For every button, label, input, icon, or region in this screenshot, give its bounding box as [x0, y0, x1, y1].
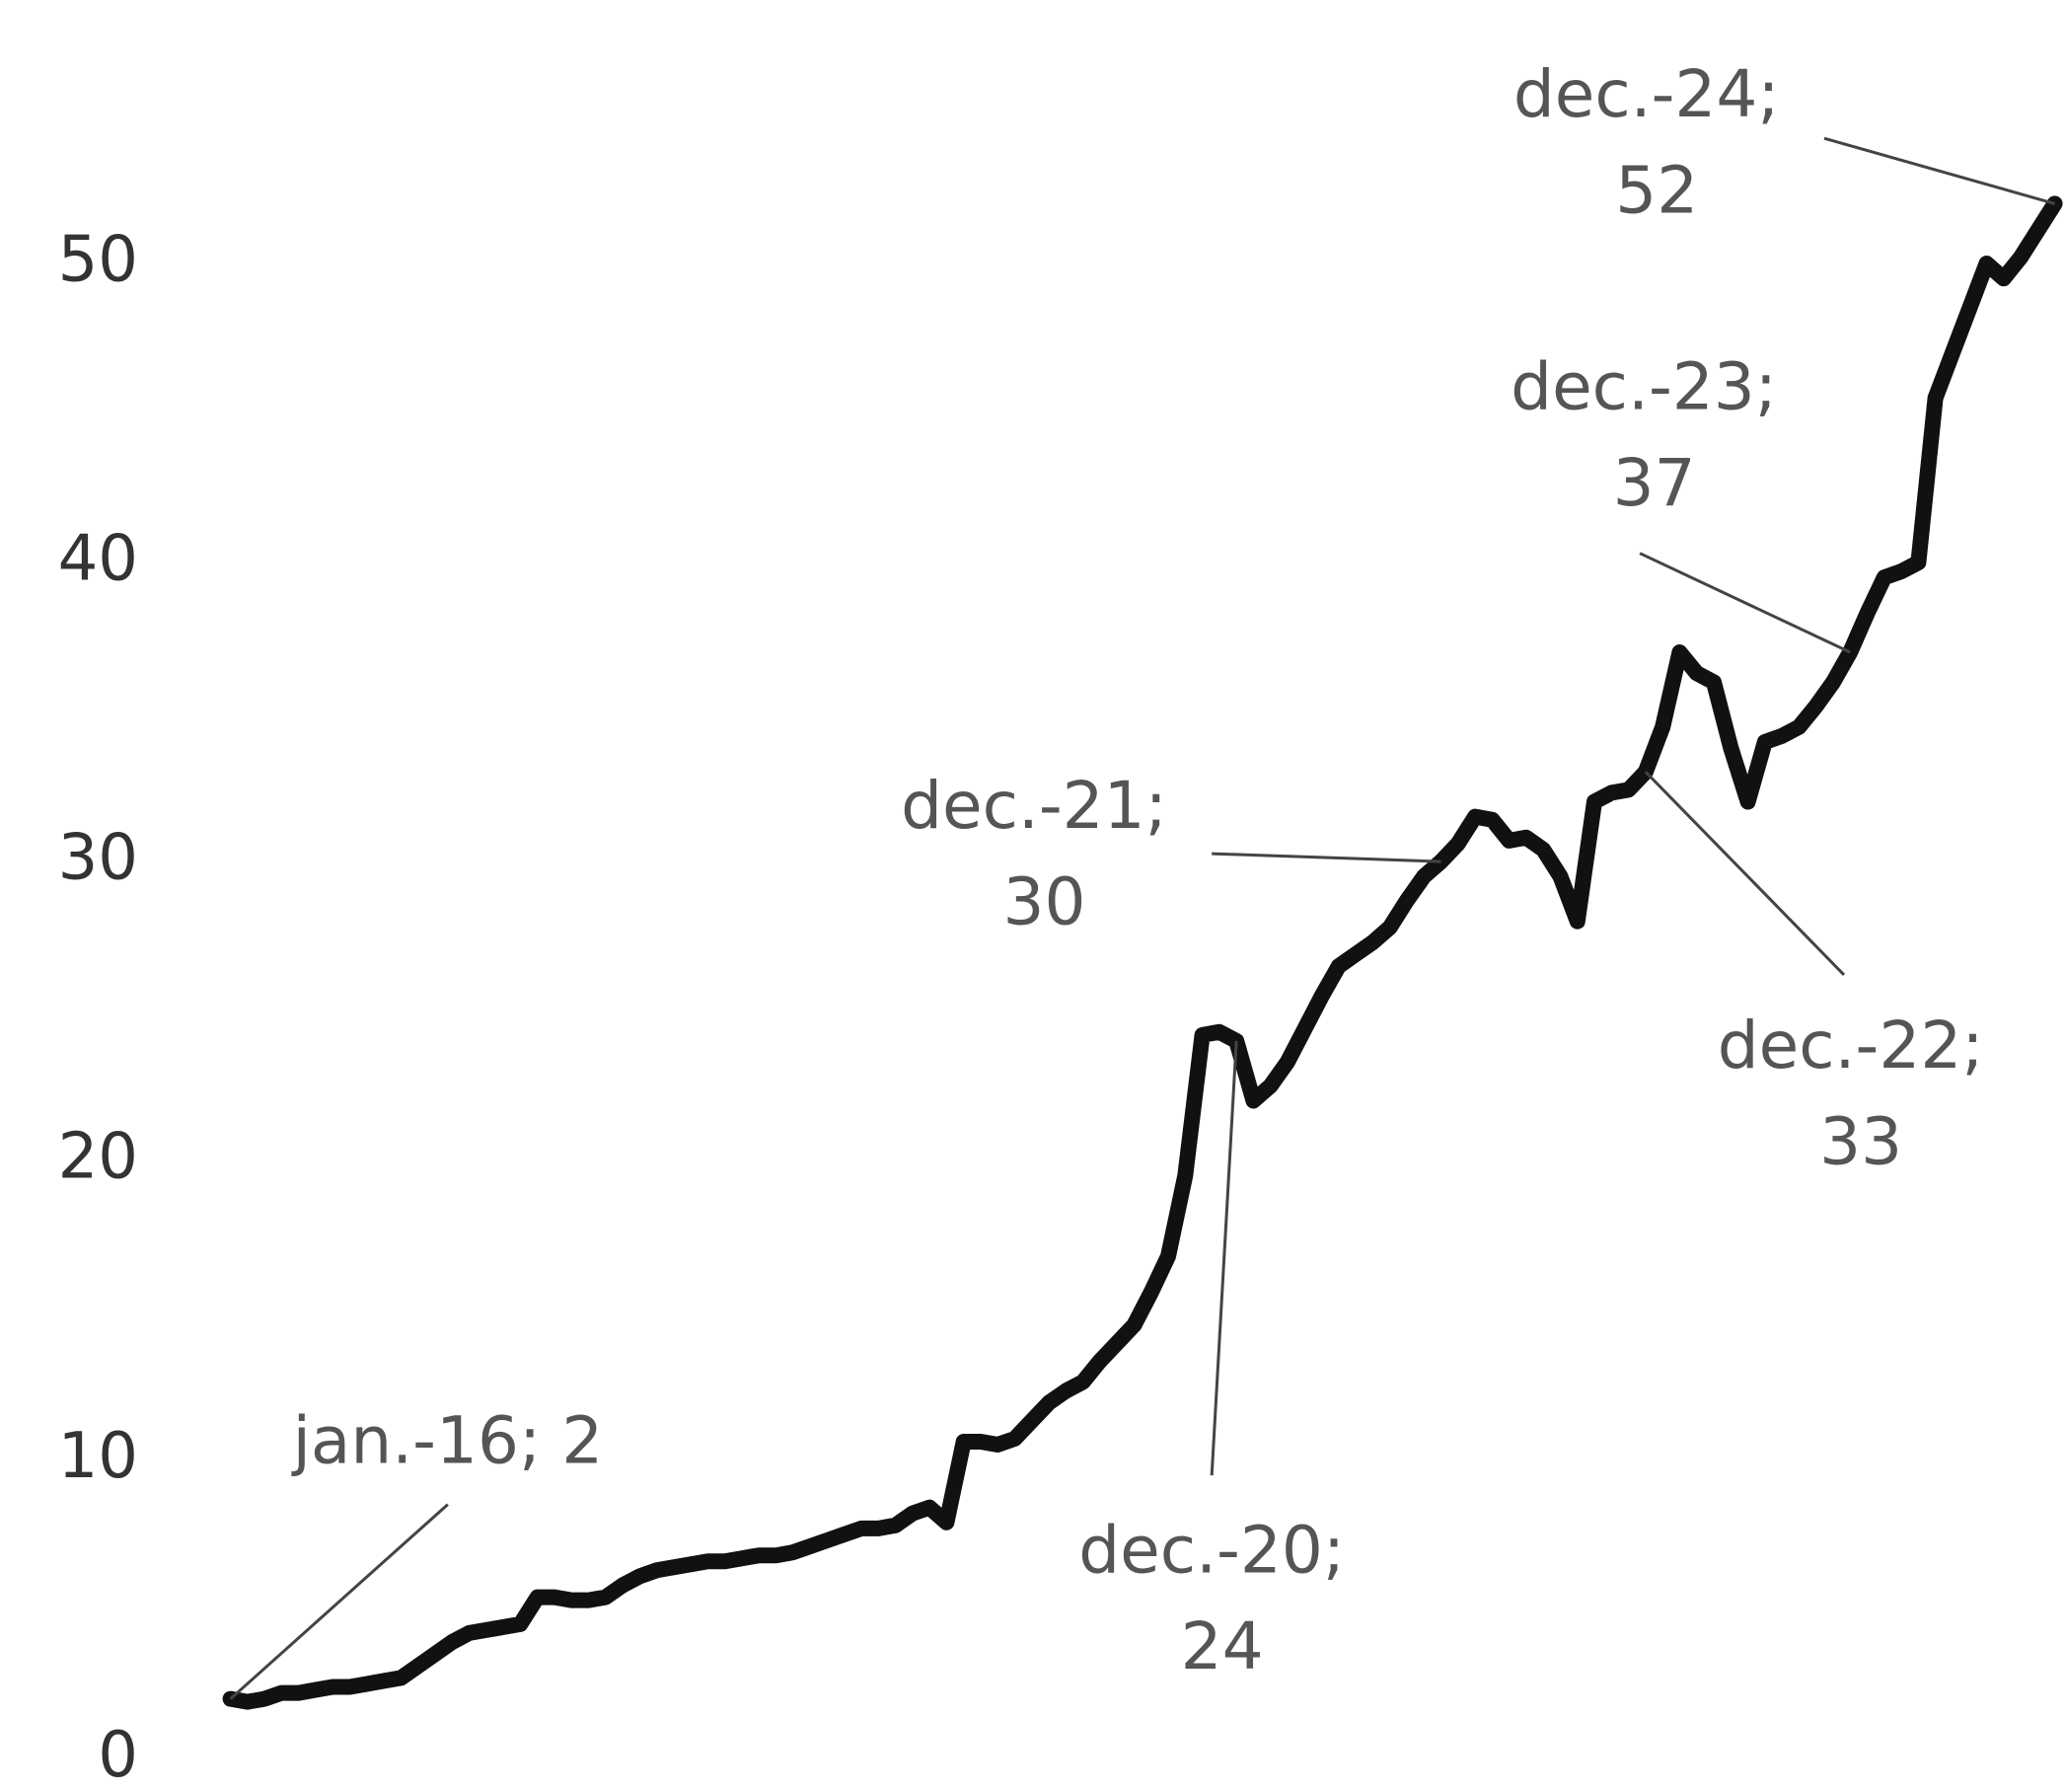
leader-line — [1823, 136, 2056, 205]
leader-line — [1212, 852, 1441, 863]
data-line — [222, 195, 2063, 1710]
y-tick-label: 30 — [58, 822, 138, 895]
data-label: dec.-21; 30 — [901, 768, 1167, 939]
data-label: dec.-24; 52 — [1513, 56, 1780, 228]
data-label: dec.-22; 33 — [1718, 1008, 1984, 1179]
y-tick-label: 40 — [58, 523, 138, 596]
y-tick-label: 20 — [58, 1121, 138, 1194]
data-label: jan.-16; 2 — [291, 1403, 604, 1479]
data-label: dec.-23; 37 — [1511, 349, 1777, 521]
y-tick-label: 0 — [98, 1719, 138, 1792]
leader-line — [1210, 1040, 1238, 1476]
leader-line — [229, 1503, 449, 1700]
y-tick-label: 50 — [58, 224, 138, 297]
y-tick-label: 10 — [58, 1420, 138, 1493]
data-label: dec.-20; 24 — [1078, 1512, 1345, 1683]
leader-line — [1644, 771, 1846, 976]
leader-line — [1639, 552, 1851, 654]
